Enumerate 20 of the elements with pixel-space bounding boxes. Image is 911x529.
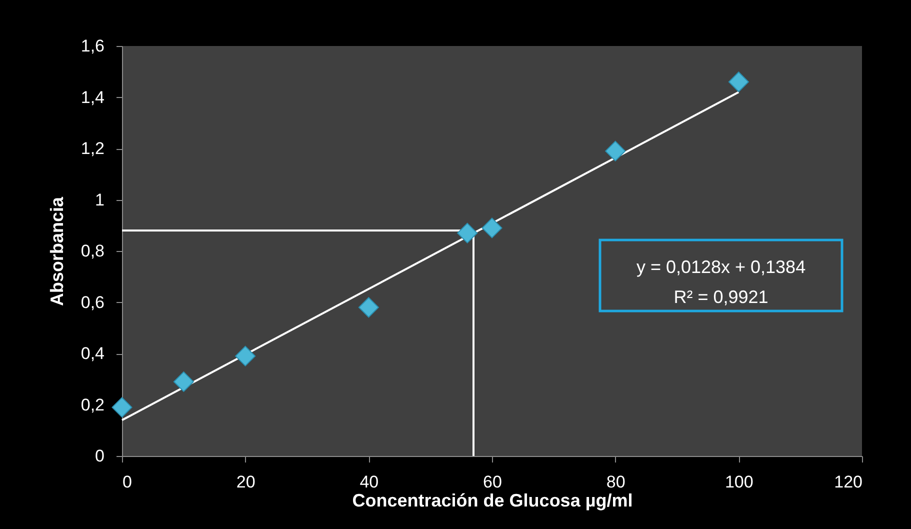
x-tick-label: 80 — [606, 472, 626, 492]
y-tick-label: 0,2 — [80, 395, 104, 414]
x-tick-label: 120 — [834, 472, 862, 492]
x-tick-label: 100 — [724, 472, 754, 492]
y-tick-label: 1,4 — [80, 88, 104, 107]
x-tick-label: 40 — [360, 472, 379, 492]
y-tick-label: 1 — [95, 190, 104, 210]
x-tick-label: 0 — [122, 472, 132, 492]
annotation: y = 0,0128x + 0,1384 — [636, 257, 806, 277]
annotation: R² = 0,9921 — [674, 287, 768, 307]
y-tick-label: 0 — [95, 446, 104, 466]
x-axis-title: Concentración de Glucosa µg/ml — [352, 490, 633, 510]
y-tick-label: 0,6 — [80, 292, 104, 312]
y-tick-label: 0,4 — [80, 344, 104, 363]
x-tick-label: 20 — [236, 472, 256, 492]
y-tick-label: 0,8 — [80, 242, 104, 260]
y-axis-title: Absorbancia — [46, 196, 67, 306]
y-tick-label: 1,2 — [80, 139, 104, 158]
x-tick-label: 60 — [483, 472, 502, 492]
y-tick-label: 1,6 — [80, 36, 104, 56]
